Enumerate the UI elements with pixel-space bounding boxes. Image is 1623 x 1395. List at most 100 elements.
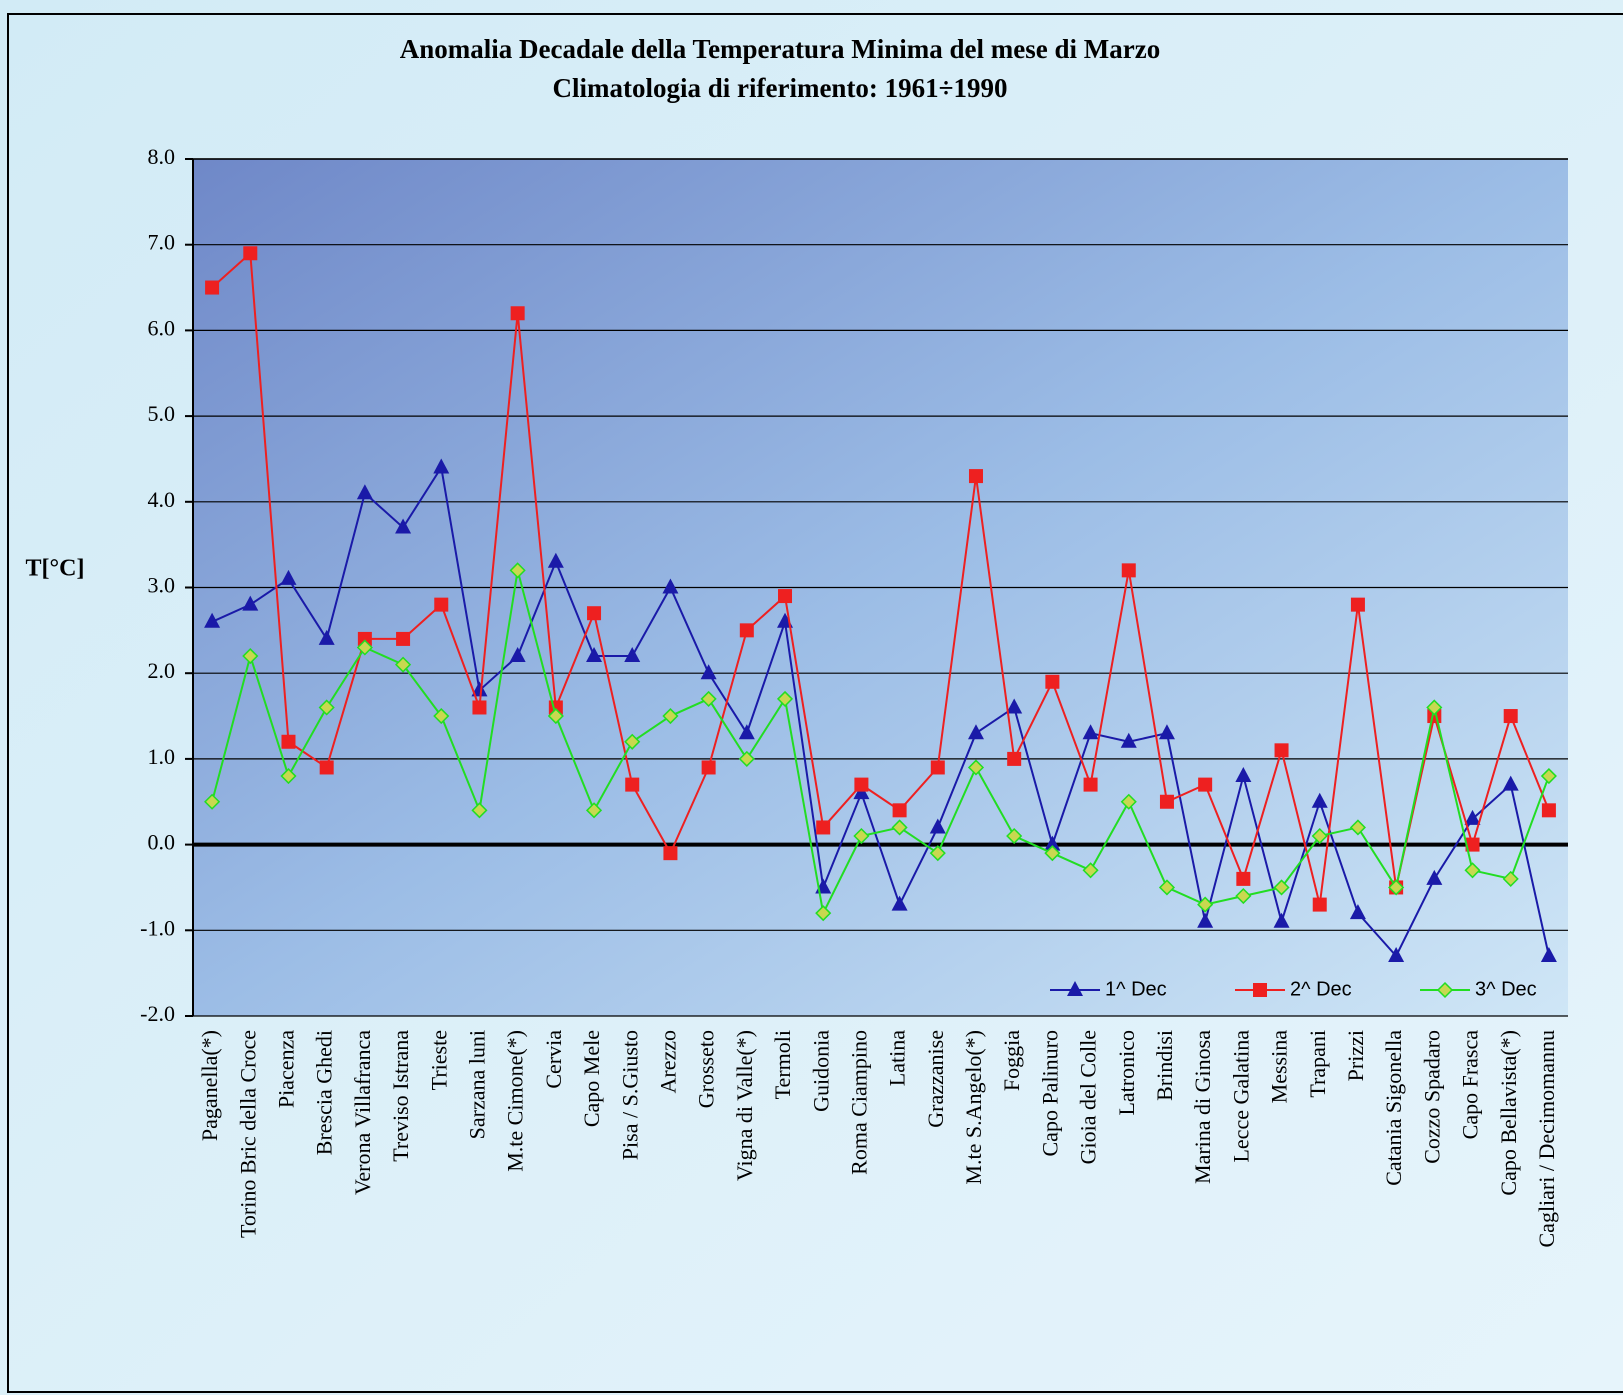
legend-label: 2^ Dec xyxy=(1290,978,1352,1000)
y-tick-label: -2.0 xyxy=(140,1001,175,1026)
marker xyxy=(509,647,526,663)
x-tick-label: Foggia xyxy=(999,1030,1024,1091)
marker xyxy=(472,700,487,715)
marker xyxy=(1082,724,1099,740)
x-tick-label: Brindisi xyxy=(1152,1030,1177,1101)
x-tick-label: M.te Cimone(*) xyxy=(503,1030,528,1172)
x-tick-label: Pisa / S.Giusto xyxy=(617,1030,642,1160)
marker xyxy=(891,895,908,911)
marker xyxy=(509,562,526,579)
marker xyxy=(1388,947,1405,963)
marker xyxy=(1198,777,1213,792)
marker xyxy=(318,699,335,716)
marker xyxy=(396,631,411,646)
marker xyxy=(547,552,564,568)
marker xyxy=(1311,827,1328,845)
y-tick-label: 5.0 xyxy=(148,401,176,426)
x-tick-label: Gioia del Colle xyxy=(1076,1030,1101,1164)
marker xyxy=(967,724,984,740)
marker xyxy=(929,845,946,862)
x-tick-label: Marina di Ginosa xyxy=(1190,1030,1215,1184)
marker xyxy=(816,820,831,835)
x-tick-label: Grosseto xyxy=(694,1030,719,1108)
marker xyxy=(1503,709,1518,724)
marker xyxy=(1388,879,1405,896)
x-tick-label: Termoli xyxy=(770,1030,795,1099)
marker xyxy=(929,818,946,834)
marker xyxy=(471,681,488,697)
x-tick-label: Verona Villafranca xyxy=(350,1030,375,1195)
marker xyxy=(280,569,297,585)
marker xyxy=(204,793,221,810)
marker xyxy=(242,647,259,665)
marker xyxy=(930,760,945,775)
x-tick-label: Cozzo Spadaro xyxy=(1419,1030,1444,1164)
marker xyxy=(1158,724,1175,740)
marker xyxy=(1120,793,1137,810)
y-tick-label: 2.0 xyxy=(148,658,176,683)
marker xyxy=(625,777,640,792)
marker xyxy=(1349,904,1366,920)
marker xyxy=(357,631,372,646)
x-tick-label: Grazzanise xyxy=(923,1030,948,1128)
x-tick-label: Arezzo xyxy=(655,1030,680,1094)
marker xyxy=(1465,837,1480,852)
marker xyxy=(1350,597,1365,612)
marker xyxy=(1426,869,1443,885)
legend-label: 1^ Dec xyxy=(1105,978,1167,1000)
marker xyxy=(967,759,985,776)
marker xyxy=(1464,862,1481,879)
marker xyxy=(1273,879,1290,896)
x-tick-label: Capo Frasca xyxy=(1458,1030,1483,1140)
marker xyxy=(776,690,794,707)
marker xyxy=(1311,792,1328,808)
x-tick-label: Capo Mele xyxy=(579,1030,604,1127)
marker xyxy=(433,707,450,725)
chart-title: Anomalia Decadale della Temperatura Mini… xyxy=(400,34,1160,64)
marker xyxy=(738,724,755,740)
marker xyxy=(1083,777,1098,792)
x-tick-label: Latronico xyxy=(1114,1030,1139,1116)
marker xyxy=(662,707,679,725)
x-tick-label: Trapani xyxy=(1305,1030,1330,1098)
marker xyxy=(433,458,450,474)
x-tick-label: Latina xyxy=(885,1030,910,1086)
marker xyxy=(1197,896,1214,913)
chart-frame xyxy=(7,13,1623,1393)
y-tick-label: 6.0 xyxy=(148,315,176,340)
y-tick-label: -1.0 xyxy=(140,915,175,940)
y-tick-label: 8.0 xyxy=(148,144,176,169)
marker xyxy=(1044,845,1061,862)
x-tick-label: Treviso Istrana xyxy=(388,1030,413,1162)
marker xyxy=(242,595,259,611)
y-tick-label: 4.0 xyxy=(148,487,176,512)
marker xyxy=(204,612,221,628)
marker xyxy=(1007,751,1022,766)
marker xyxy=(1006,827,1023,845)
x-tick-label: Sarzana luni xyxy=(465,1030,490,1139)
x-tick-label: Torino Bric della Croce xyxy=(235,1030,260,1238)
marker xyxy=(1006,698,1023,714)
marker xyxy=(891,819,908,836)
marker xyxy=(510,306,525,321)
marker xyxy=(1082,862,1099,879)
marker xyxy=(663,846,678,861)
marker xyxy=(700,690,717,707)
marker xyxy=(1436,981,1454,999)
marker xyxy=(1312,897,1327,912)
x-tick-label: Capo Bellavista(*) xyxy=(1496,1030,1521,1196)
marker xyxy=(1044,835,1061,851)
y-tick-label: 0.0 xyxy=(148,830,176,855)
x-tick-label: Trieste xyxy=(426,1030,451,1090)
x-tick-label: Lecce Galatina xyxy=(1228,1030,1253,1163)
marker xyxy=(1236,871,1251,886)
marker xyxy=(395,656,412,673)
marker xyxy=(395,518,412,534)
marker xyxy=(243,246,258,261)
x-tick-label: Guidonia xyxy=(808,1030,833,1112)
marker xyxy=(738,750,755,767)
marker xyxy=(281,734,296,749)
marker xyxy=(585,802,603,819)
marker xyxy=(1464,809,1481,825)
